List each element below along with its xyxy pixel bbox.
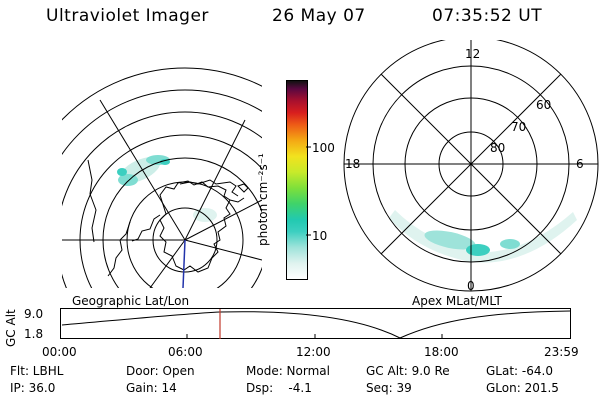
intensity-colorbar bbox=[286, 80, 308, 280]
mlat-label-60: 60 bbox=[536, 98, 552, 112]
mlt-label-18: 18 bbox=[345, 157, 361, 171]
status-ip: IP: 36.0 bbox=[10, 381, 56, 395]
mlt-label-6: 6 bbox=[576, 157, 584, 171]
status-glat: GLat: -64.0 bbox=[486, 364, 553, 378]
colorbar-tick-10: 10 bbox=[312, 229, 328, 243]
aurora-emission-left bbox=[117, 155, 217, 222]
status-filter: Flt: LBHL bbox=[10, 364, 64, 378]
status-mode: Mode: Normal bbox=[246, 364, 330, 378]
status-seq: Seq: 39 bbox=[366, 381, 412, 395]
altitude-ytick-high: 9.0 bbox=[24, 307, 44, 321]
aurora-emission-right bbox=[389, 210, 577, 263]
altitude-ylabel: GC Alt bbox=[4, 309, 18, 347]
altitude-xtick-1800: 18:00 bbox=[424, 345, 459, 359]
geographic-map bbox=[62, 67, 262, 288]
altitude-xtick-2359: 23:59 bbox=[544, 345, 579, 359]
date-label: 26 May 07 bbox=[272, 6, 366, 26]
altitude-xtick-1200: 12:00 bbox=[296, 345, 331, 359]
apex-map-label: Apex MLat/MLT bbox=[412, 294, 502, 308]
colorbar-tick-marks bbox=[306, 146, 311, 236]
mlt-label-0: 0 bbox=[467, 279, 475, 293]
mlat-label-80: 80 bbox=[490, 141, 506, 155]
mlt-label-12: 12 bbox=[465, 47, 481, 61]
status-door: Door: Open bbox=[126, 364, 195, 378]
altitude-ytick-low: 1.8 bbox=[24, 327, 44, 341]
altitude-xtick-0000: 00:00 bbox=[42, 345, 77, 359]
pole-meridian bbox=[182, 239, 186, 288]
status-glon: GLon: 201.5 bbox=[486, 381, 559, 395]
mlat-label-70: 70 bbox=[511, 120, 527, 134]
colorbar-unit-label: photon cm⁻²s⁻¹ bbox=[256, 153, 270, 246]
altitude-plot bbox=[60, 308, 571, 339]
status-gc-alt: GC Alt: 9.0 Re bbox=[366, 364, 450, 378]
instrument-title: Ultraviolet Imager bbox=[46, 6, 209, 26]
status-gain: Gain: 14 bbox=[126, 381, 177, 395]
time-label: 07:35:52 UT bbox=[432, 6, 543, 26]
status-dsp: Dsp: -4.1 bbox=[246, 381, 312, 395]
colorbar-tick-100: 100 bbox=[312, 141, 335, 155]
apex-polar-plot bbox=[343, 40, 599, 292]
altitude-xtick-0600: 06:00 bbox=[168, 345, 203, 359]
geographic-map-label: Geographic Lat/Lon bbox=[72, 294, 190, 308]
